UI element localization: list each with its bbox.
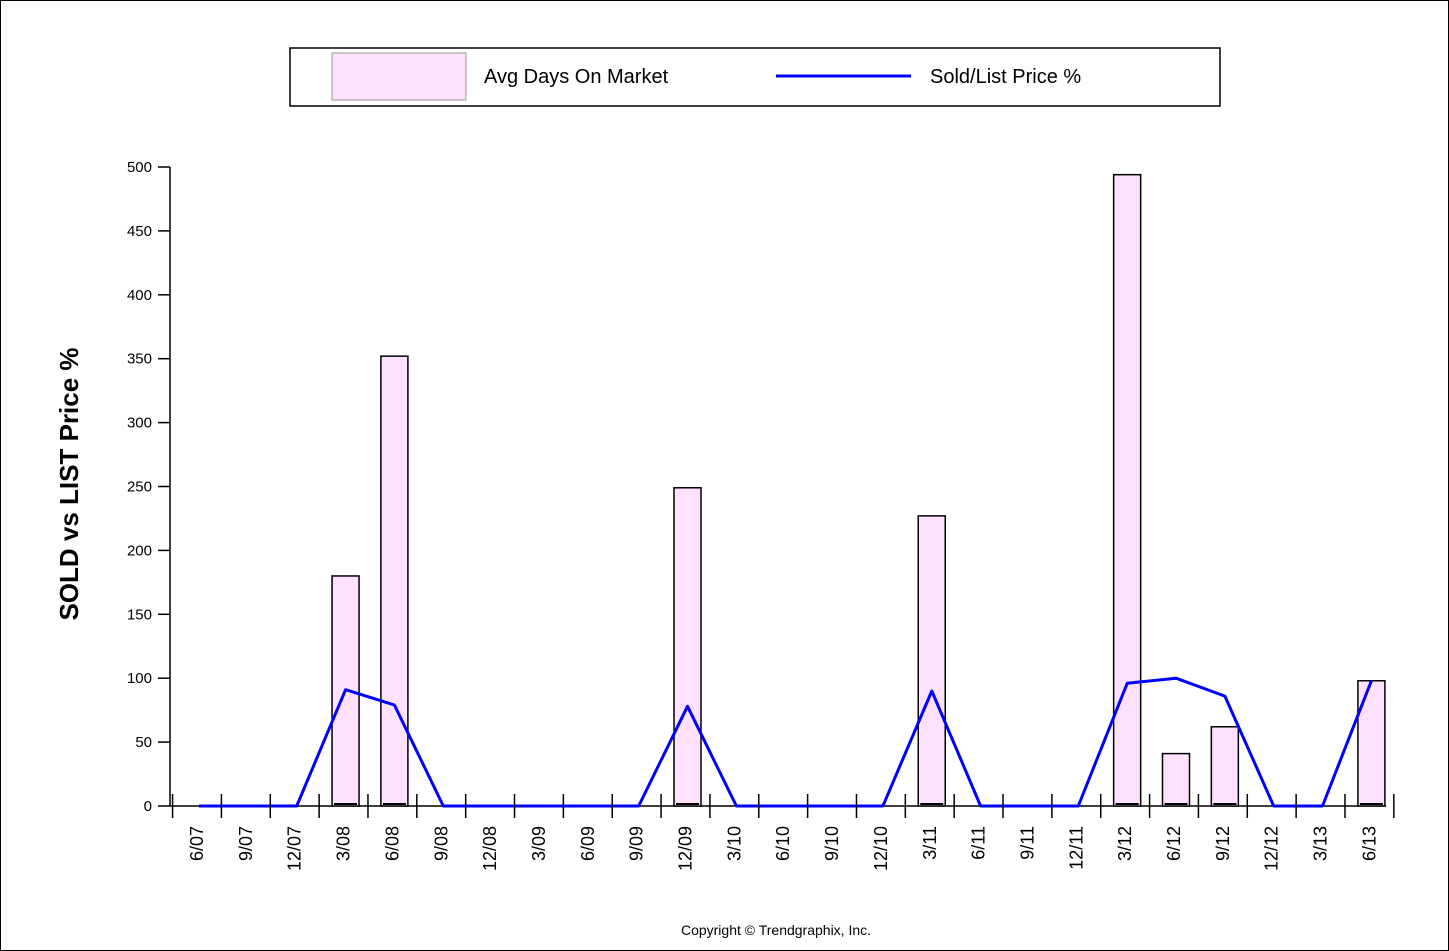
bar-avg-days [917,515,946,807]
x-tick-label: 9/11 [1017,826,1037,860]
line-layer [199,676,1373,808]
x-tick-label: 3/12 [1115,826,1135,861]
x-tick-label: 6/12 [1164,826,1184,861]
x-tick-label: 6/11 [969,826,989,860]
legend-label-bar: Avg Days On Market [484,66,669,88]
x-tick-label: 12/12 [1262,826,1282,871]
x-tick-label: 3/10 [724,826,744,861]
bar-avg-days [1357,680,1386,807]
bar-avg-days [1112,173,1142,807]
x-tick-label: 9/07 [236,826,256,861]
x-tick-label: 9/10 [822,826,842,861]
x-tick-label: 12/08 [480,826,500,871]
bar-avg-days [1161,752,1191,807]
bar-avg-days [1210,726,1240,807]
x-tick-label: 3/08 [334,826,354,861]
x-tick-label: 3/11 [920,826,940,860]
y-tick-label: 350 [127,351,152,368]
x-tick-label: 6/07 [187,826,207,861]
x-tick-label: 12/10 [871,826,891,871]
line-sold-list-price [199,676,1373,808]
y-tick-label: 150 [127,606,152,623]
x-tick-label: 3/09 [529,826,549,861]
x-tick-label: 6/09 [578,826,598,861]
y-tick-label: 0 [144,798,152,815]
x-tick-label: 12/11 [1066,826,1086,870]
y-tick-label: 450 [127,223,152,240]
legend-label-line: Sold/List Price % [930,66,1081,88]
legend-swatch-bar [331,52,467,101]
y-tick-label: 400 [127,287,152,304]
legend: Avg Days On Market Sold/List Price % [289,47,1221,107]
y-tick-label: 200 [127,542,152,559]
y-tick-label: 250 [127,479,152,496]
y-ticks: 0 50 100 150 200 250 300 350 400 450 500 [127,159,170,815]
x-tick-label: 9/09 [627,826,647,861]
x-tick-label: 12/07 [285,826,305,871]
y-tick-label: 300 [127,415,152,432]
x-tick-label: 6/08 [382,826,402,861]
x-tick-label: 6/10 [773,826,793,861]
bar-avg-days [380,355,409,807]
copyright-text: Copyright © Trendgraphix, Inc. [681,922,871,938]
x-tick-label: 3/13 [1311,826,1331,861]
x-tick-label: 9/08 [431,826,451,861]
y-tick-label: 100 [127,670,152,687]
x-ticks: 6/07 9/07 12/07 3/08 6/08 9/08 12/08 3/09 6/09 9/… [171,794,1395,871]
x-tick-label: 12/09 [676,826,696,871]
y-tick-label: 500 [127,159,152,176]
bar-avg-days [673,487,702,807]
bars [331,173,1386,807]
y-axis-title: SOLD vs LIST Price % [54,347,84,620]
y-tick-label: 50 [135,734,152,751]
x-tick-label: 9/12 [1213,826,1233,861]
x-tick-label: 6/13 [1359,826,1379,861]
